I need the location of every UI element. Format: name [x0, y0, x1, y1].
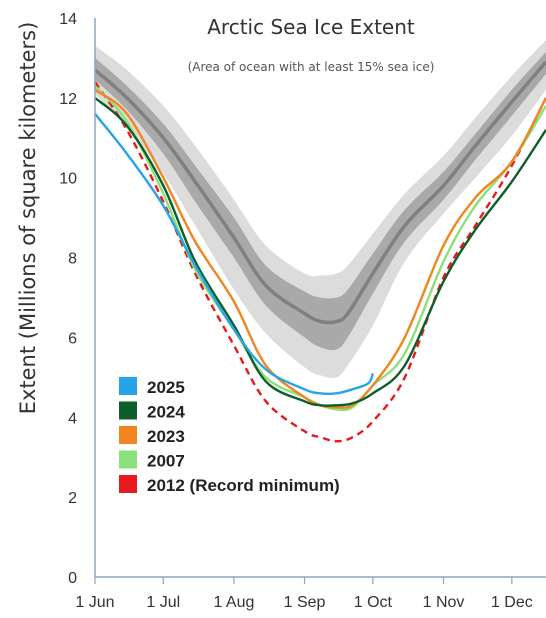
y-tick-label: 0 [68, 570, 77, 587]
y-tick-label: 4 [68, 410, 77, 427]
legend-label: 2024 [147, 403, 185, 422]
legend-swatch [119, 377, 137, 395]
x-tick-label: 1 Jun [75, 594, 114, 611]
legend: 2025 2024 2023 2007 2012 (Record minimum) [119, 377, 340, 495]
legend-swatch [119, 402, 137, 420]
x-tick-label: 1 Oct [354, 594, 393, 611]
x-tick-label: 1 Nov [423, 594, 465, 611]
x-tick-label: 1 Dec [491, 594, 533, 611]
legend-label: 2012 (Record minimum) [147, 476, 340, 495]
climatology-bands [95, 40, 546, 378]
y-tick-label: 8 [68, 251, 77, 268]
legend-swatch [119, 426, 137, 444]
legend-label: 2023 [147, 427, 185, 446]
y-tick-label: 14 [59, 11, 77, 28]
y-tick-label: 6 [68, 330, 77, 347]
x-tick-label: 1 Sep [284, 594, 326, 611]
y-tick-label: 2 [68, 490, 77, 507]
y-tick-label: 10 [59, 171, 77, 188]
y-axis-label: Extent (Millions of square kilometers) [16, 22, 40, 415]
x-tick-label: 1 Jul [146, 594, 180, 611]
chart-title: Arctic Sea Ice Extent [207, 15, 415, 39]
legend-swatch [119, 451, 137, 469]
legend-label: 2025 [147, 378, 185, 397]
legend-label: 2007 [147, 452, 185, 471]
chart-subtitle: (Area of ocean with at least 15% sea ice… [188, 60, 435, 74]
x-tick-label: 1 Aug [213, 594, 254, 611]
legend-swatch [119, 475, 137, 493]
y-tick-label: 12 [59, 91, 77, 108]
